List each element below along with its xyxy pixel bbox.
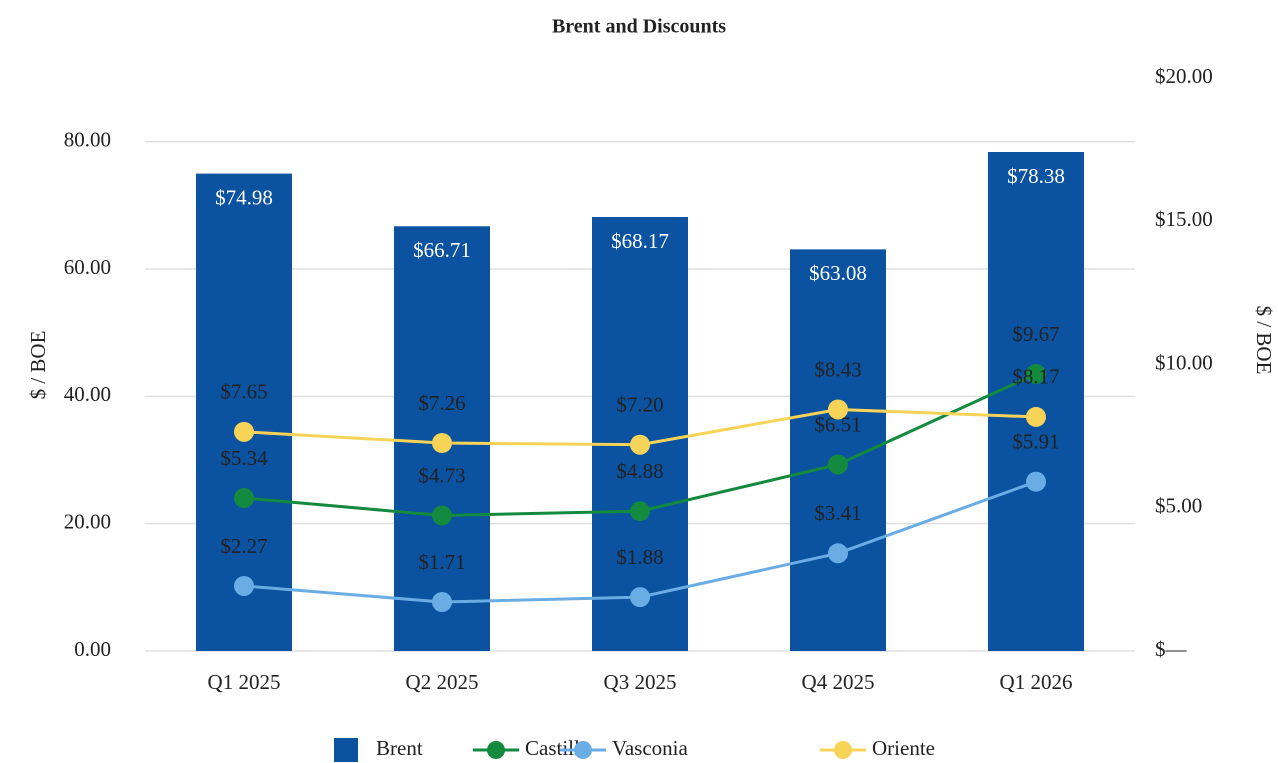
y2-tick-label: $10.00 [1155, 350, 1213, 374]
point [432, 592, 452, 613]
data-label: $4.88 [616, 459, 663, 483]
y2-tick-label: $5.00 [1155, 494, 1202, 518]
data-label: $2.27 [220, 534, 267, 558]
x-tick-label: Q3 2025 [604, 670, 677, 694]
y2-tick-label: $— [1155, 637, 1188, 661]
data-label: $78.38 [1007, 164, 1065, 188]
data-label: $1.88 [616, 545, 663, 569]
data-label: $4.73 [418, 463, 465, 487]
x-tick-label: Q2 2025 [406, 670, 479, 694]
data-label: $7.65 [220, 380, 267, 404]
data-label: $7.20 [616, 393, 663, 417]
legend-label: Vasconia [612, 736, 688, 760]
bar [196, 173, 292, 652]
y2-tick-label: $20.00 [1155, 64, 1213, 88]
y-tick-label: 0.00 [74, 637, 111, 661]
legend-label: Brent [376, 736, 423, 760]
point [234, 421, 254, 442]
point [630, 587, 650, 608]
data-label: $68.17 [611, 229, 669, 253]
point [828, 454, 848, 475]
point [234, 575, 254, 596]
y-axis-label: $ / BOE [26, 331, 50, 400]
y-tick-label: 20.00 [64, 509, 111, 533]
y2-tick-label: $15.00 [1155, 207, 1213, 231]
y-tick-label: 40.00 [64, 382, 111, 406]
data-label: $7.26 [418, 391, 465, 415]
bar [988, 151, 1084, 652]
point [1026, 406, 1046, 427]
y-tick-label: 80.00 [64, 127, 111, 151]
point [1026, 471, 1046, 492]
legend-marker [487, 741, 505, 759]
data-label: $8.43 [814, 357, 861, 381]
y2-axis-label: $ / BOE [1252, 306, 1276, 375]
point [1026, 363, 1046, 384]
point [828, 399, 848, 420]
data-label: $3.41 [814, 501, 861, 525]
data-label: $8.17 [1012, 365, 1059, 389]
data-label: $9.67 [1012, 322, 1059, 346]
data-label: $1.71 [418, 550, 465, 574]
point [432, 505, 452, 526]
x-tick-label: Q4 2025 [802, 670, 875, 694]
point [828, 543, 848, 564]
legend-label: Oriente [872, 736, 935, 760]
y-tick-label: 60.00 [64, 255, 111, 279]
data-label: $5.34 [220, 446, 268, 470]
x-tick-label: Q1 2026 [1000, 670, 1073, 694]
point [630, 434, 650, 455]
legend-swatch [334, 738, 358, 762]
legend-marker [834, 741, 852, 759]
chart-title: Brent and Discounts [552, 16, 726, 38]
point [432, 433, 452, 454]
point [630, 501, 650, 522]
data-label: $5.91 [1012, 429, 1059, 453]
legend-marker [574, 741, 592, 759]
data-label: $63.08 [809, 261, 867, 285]
bar [592, 216, 688, 652]
data-label: $66.71 [413, 238, 471, 262]
data-label: $74.98 [215, 185, 273, 209]
x-tick-label: Q1 2025 [208, 670, 281, 694]
point [234, 488, 254, 509]
